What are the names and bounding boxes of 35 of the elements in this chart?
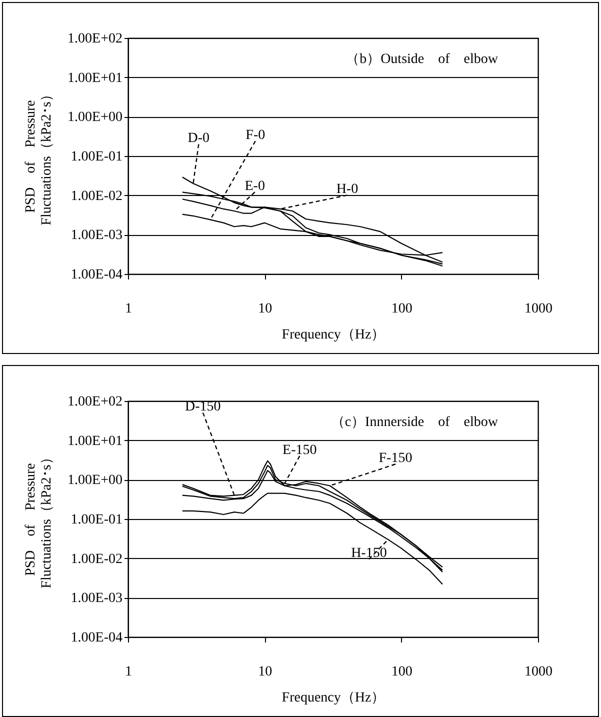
x-tick-label: 100 <box>391 664 412 680</box>
y-tick-label: 1.00E+02 <box>68 394 122 410</box>
x-tick-label: 1000 <box>524 664 552 680</box>
y-tick-label: 1.00E+00 <box>68 110 122 126</box>
y-tick-label: 1.00E-01 <box>70 512 122 528</box>
x-axis-title: Frequency（Hz） <box>282 328 386 342</box>
x-tick-label: 10 <box>258 302 272 316</box>
y-tick-label: 1.00E-02 <box>70 188 122 204</box>
y-axis-title: PSD of Pressure Fluctuations（kPa2･s） <box>24 450 55 588</box>
x-tick-label: 1 <box>125 302 132 316</box>
y-tick-label: 1.00E-03 <box>70 228 122 244</box>
x-tick-label: 1 <box>125 664 132 680</box>
y-tick-label: 1.00E+00 <box>68 473 122 488</box>
y-axis-title: PSD of Pressure Fluctuations（kPa2･s） <box>24 88 55 226</box>
y-tick-label: 1.00E-04 <box>70 630 122 646</box>
x-tick-label: 10 <box>258 664 272 680</box>
y-tick-label: 1.00E+01 <box>68 70 122 86</box>
x-tick-label: 100 <box>391 302 412 316</box>
text: （b）Outside of elbow <box>346 52 499 67</box>
y-tick-label: 1.00E-02 <box>70 552 122 567</box>
text: （c）Innnerside of elbow <box>330 415 499 430</box>
y-tick-label: 1.00E+02 <box>68 32 122 46</box>
y-tick-label: 1.00E-03 <box>70 591 122 606</box>
text: F-0 <box>246 128 266 144</box>
y-tick-label: 1.00E-04 <box>70 268 122 282</box>
y-tick-label: 1.00E+01 <box>68 434 122 449</box>
y-tick-label: 1.00E-01 <box>70 150 122 164</box>
series-label: E-0 <box>244 179 265 194</box>
text: F-150 <box>378 451 412 466</box>
x-tick-label: 1000 <box>524 302 552 316</box>
series-label: E-150 <box>282 442 317 458</box>
series-label: H-0 <box>336 182 358 198</box>
text: D-0 <box>188 131 210 146</box>
series-label: H-150 <box>351 546 387 562</box>
x-axis-title: Frequency（Hz） <box>282 690 386 706</box>
